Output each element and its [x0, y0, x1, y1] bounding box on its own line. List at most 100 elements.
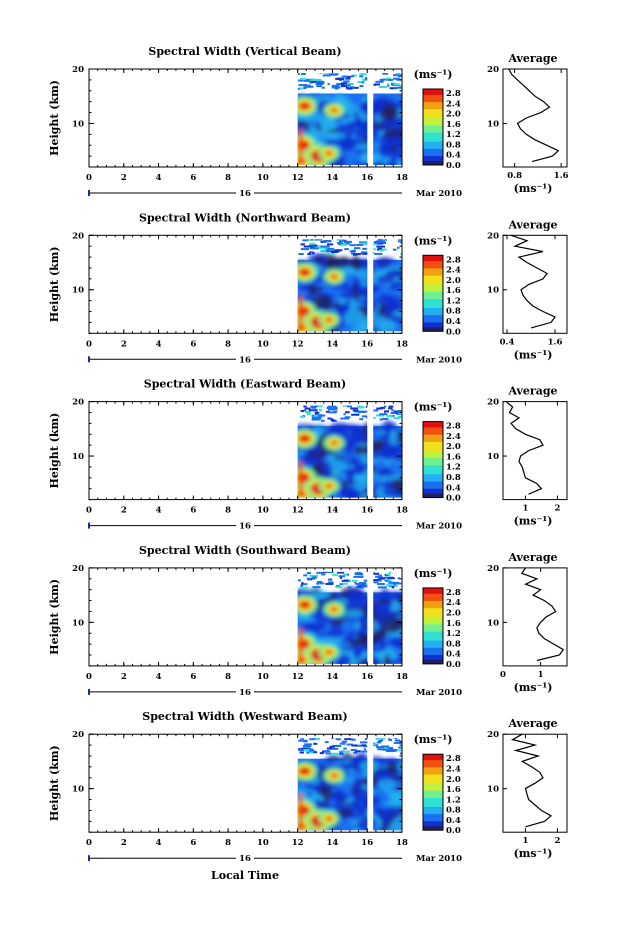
colorbar-segment	[423, 448, 443, 451]
x-tick-label: 2	[121, 173, 127, 183]
x-tick-label: 14	[327, 506, 339, 516]
colorbar-segment	[423, 806, 443, 809]
colorbar-frame	[422, 421, 444, 499]
x-tick-label: 16	[361, 838, 373, 848]
colorbar-segment	[423, 587, 443, 591]
colorbar-segment	[423, 631, 443, 634]
colorbar-segment	[423, 766, 443, 770]
average-unit-label: (ms⁻¹)	[514, 681, 553, 694]
colorbar-frame	[422, 753, 444, 831]
average-unit-label: (ms⁻¹)	[514, 515, 553, 528]
x-tick-label: 16	[361, 672, 373, 682]
colorbar-tick-label: 1.6	[446, 619, 461, 629]
colorbar-segment	[423, 604, 443, 607]
colorbar-segment	[423, 155, 443, 158]
colorbar-tick-label: 0.0	[446, 826, 461, 836]
average-frame	[502, 234, 568, 334]
colorbar-segment	[423, 437, 443, 441]
colorbar-segment	[423, 287, 443, 290]
x-tick-label: 16	[361, 173, 373, 183]
average-profile-line	[508, 68, 560, 163]
x-tick-label: 10	[257, 506, 269, 516]
average-x-tick-label: 1.6	[548, 337, 563, 347]
colorbar-bottom	[423, 327, 443, 332]
colorbar-segment	[423, 634, 443, 637]
colorbar-segment	[423, 775, 443, 779]
unit-label: (ms⁻¹)	[414, 68, 453, 81]
panel-4: Spectral Width (Westward Beam)0 2 4 6 8 10 12 1…	[48, 710, 568, 864]
panel-0: Spectral Width (Vertical Beam) 0 2 4 6 8 10 12 1…	[48, 45, 569, 199]
y-axis-label: Height (km)	[48, 745, 61, 821]
average-y-tick-label: 10	[487, 785, 499, 795]
colorbar-segment	[423, 620, 443, 623]
x-tick-label: 2	[121, 838, 127, 848]
colorbar-segment	[423, 482, 443, 486]
colorbar-segment	[423, 452, 443, 455]
average-y-tick-label: 20	[487, 730, 499, 740]
colorbar-segment	[423, 799, 443, 802]
y-tick-label: 10	[72, 119, 84, 129]
colorbar-segment	[423, 284, 443, 287]
colorbar-segment	[423, 652, 443, 655]
average-y-tick-label: 10	[487, 452, 499, 462]
colorbar-segment	[423, 152, 443, 155]
colorbar-tick-label: 1.6	[446, 452, 461, 462]
colorbar-tick-label: 2.0	[446, 110, 461, 120]
colorbar-segment	[423, 134, 443, 137]
unit-label: (ms⁻¹)	[414, 733, 453, 746]
colorbar-segment	[423, 765, 443, 768]
colorbar-segment	[423, 312, 443, 316]
colorbar-segment	[423, 470, 443, 473]
colorbar-frame	[422, 88, 444, 166]
colorbar-segment	[423, 459, 443, 462]
colorbar-segment	[423, 622, 443, 625]
colorbar-tick-label: 1.6	[446, 286, 461, 296]
colorbar-tick-label: 2.0	[446, 442, 461, 452]
x-tick-label: 4	[156, 506, 162, 516]
colorbar-segment	[423, 421, 443, 424]
colorbar-segment	[423, 141, 443, 144]
colorbar-segment	[423, 638, 443, 641]
colorbar-tick-label: 0.8	[446, 806, 461, 816]
average-unit-label: (ms⁻¹)	[514, 348, 553, 361]
colorbar-segment	[423, 148, 443, 151]
colorbar-tick-label: 2.8	[446, 754, 461, 764]
colorbar-segment	[423, 443, 443, 446]
colorbar-segment	[423, 432, 443, 435]
colorbar-segment	[423, 114, 443, 117]
colorbar-segment	[423, 436, 443, 439]
colorbar-segment	[423, 641, 443, 645]
x-tick-label: 6	[190, 173, 196, 183]
colorbar-tick-label: 1.2	[446, 795, 461, 805]
y-tick-label: 20	[72, 231, 84, 241]
average-y-tick-label: 10	[487, 119, 499, 129]
colorbar-tick-label: 2.0	[446, 775, 461, 785]
panel-title: Spectral Width (Northward Beam)	[139, 211, 351, 224]
colorbar-segment	[423, 255, 443, 258]
colorbar-tick-label: 1.2	[446, 296, 461, 306]
colorbar-segment	[423, 116, 443, 119]
colorbar-segment	[423, 811, 443, 815]
colorbar-segment	[423, 262, 443, 265]
heatmap	[297, 571, 402, 664]
x-tick-label: 10	[257, 672, 269, 682]
y-axis-label: Height (km)	[48, 246, 61, 322]
colorbar-segment	[423, 144, 443, 148]
colorbar-segment	[423, 616, 443, 619]
colorbar-segment	[423, 490, 443, 493]
colorbar-segment	[423, 473, 443, 477]
colorbar-segment	[423, 479, 443, 482]
colorbar-tick-label: 2.8	[446, 255, 461, 265]
colorbar-segment	[423, 756, 443, 759]
x-tick-label: 8	[225, 672, 231, 682]
average-x-tick-label: 1	[522, 836, 528, 846]
average-y-tick-label: 20	[487, 398, 499, 408]
colorbar-segment	[423, 754, 443, 757]
colorbar-segment	[423, 466, 443, 469]
x-tick-label: 18	[396, 506, 408, 516]
colorbar-frame	[422, 254, 444, 332]
x-tick-label: 12	[292, 506, 304, 516]
colorbar-segment	[423, 654, 443, 657]
x-tick-label: 8	[225, 838, 231, 848]
colorbar-segment	[423, 98, 443, 101]
